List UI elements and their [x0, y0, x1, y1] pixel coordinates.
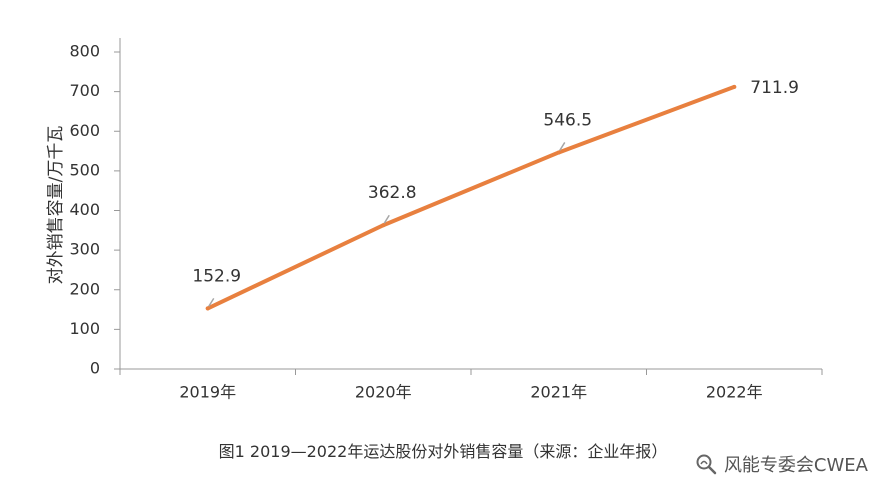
y-tick-label: 300	[69, 240, 100, 259]
x-tick-label: 2021年	[530, 383, 587, 402]
y-tick-label: 700	[69, 81, 100, 100]
x-tick-label: 2020年	[355, 383, 412, 402]
data-point	[732, 84, 737, 89]
x-tick-label: 2022年	[706, 383, 763, 402]
data-label: 362.8	[368, 183, 417, 203]
data-point	[205, 306, 210, 311]
data-label-leader	[383, 214, 390, 224]
data-label-leader	[559, 142, 566, 151]
data-label: 711.9	[750, 78, 799, 98]
watermark-text: 风能专委会CWEA	[723, 455, 868, 476]
data-label: 152.9	[192, 266, 241, 286]
series-layer: 152.9 362.8 546.5 711.9	[192, 78, 799, 311]
y-tick-label: 0	[90, 359, 100, 378]
watermark: 风能专委会CWEA	[694, 451, 868, 477]
x-tick-labels: 2019年 2020年 2021年 2022年	[119, 369, 823, 402]
data-label: 546.5	[543, 110, 592, 130]
y-tick-labels: 0 100 200 300 400 500 600 700 800	[69, 42, 120, 378]
figure-caption: 图1 2019—2022年运达股份对外销售容量（来源：企业年报）	[218, 442, 668, 461]
y-tick-label: 200	[69, 279, 100, 298]
data-point	[556, 150, 561, 155]
data-label-leader	[208, 298, 215, 307]
y-axis-title: 对外销售容量/万千瓦	[46, 126, 66, 285]
y-tick-label: 500	[69, 160, 100, 179]
series-line	[205, 84, 737, 311]
y-tick-label: 100	[69, 319, 100, 338]
y-tick-label: 400	[69, 200, 100, 219]
y-tick-label: 800	[69, 42, 100, 61]
y-tick-label: 600	[69, 121, 100, 140]
data-point	[381, 223, 386, 228]
wechat-search-icon	[694, 452, 718, 476]
x-tick-label: 2019年	[179, 383, 236, 402]
